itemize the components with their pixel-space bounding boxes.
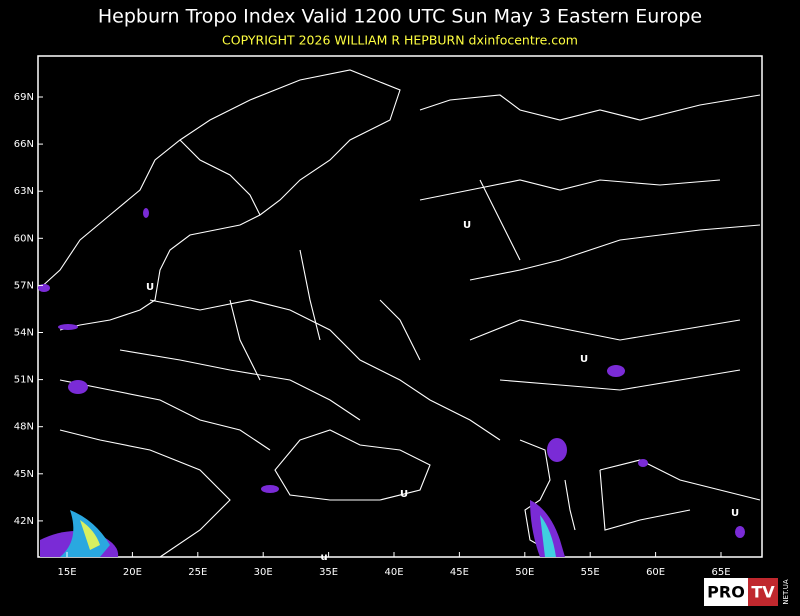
border bbox=[229, 179, 721, 381]
latitude-label: 48N bbox=[14, 422, 34, 433]
longitude-label: 35E bbox=[319, 567, 338, 578]
coastline bbox=[419, 94, 761, 121]
tropo-area bbox=[261, 485, 279, 493]
tropo-area bbox=[58, 324, 78, 330]
longitude-label: 60E bbox=[646, 567, 665, 578]
longitude-label: 20E bbox=[123, 567, 142, 578]
latitude-label: 63N bbox=[14, 186, 34, 197]
title: Hepburn Tropo Index Valid 1200 UTC Sun M… bbox=[98, 6, 702, 28]
latitude-label: 69N bbox=[14, 92, 34, 103]
longitude-label: 55E bbox=[581, 567, 600, 578]
marker: U bbox=[731, 508, 739, 519]
longitude-label: 40E bbox=[384, 567, 403, 578]
longitude-label: 45E bbox=[450, 567, 469, 578]
coastline bbox=[519, 439, 576, 558]
latitude-label: 45N bbox=[14, 469, 34, 480]
logo-pro: PRO bbox=[707, 583, 745, 602]
tropo-area bbox=[38, 284, 50, 292]
tropo-area bbox=[638, 459, 648, 467]
marker: U bbox=[400, 489, 408, 500]
longitude-label: 50E bbox=[515, 567, 534, 578]
longitude-label: 25E bbox=[188, 567, 207, 578]
tropo-area bbox=[735, 526, 745, 538]
marker: u bbox=[320, 552, 327, 563]
border bbox=[469, 224, 761, 531]
coastline bbox=[179, 139, 261, 216]
logo-tv-box bbox=[748, 578, 778, 606]
tropo-area bbox=[607, 365, 625, 377]
latitude-label: 51N bbox=[14, 375, 34, 386]
copyright: COPYRIGHT 2026 WILLIAM R HEPBURN dxinfoc… bbox=[222, 33, 578, 48]
tropo-area bbox=[68, 380, 88, 394]
latitude-label: 54N bbox=[14, 328, 34, 339]
latitude-label: 42N bbox=[14, 516, 34, 527]
longitude-label: 30E bbox=[254, 567, 273, 578]
longitude-label: 65E bbox=[711, 567, 730, 578]
latitude-label: 57N bbox=[14, 280, 34, 291]
marker: U bbox=[580, 354, 588, 365]
longitude-label: 15E bbox=[57, 567, 76, 578]
logo-tv: TV bbox=[751, 583, 775, 602]
coastline bbox=[37, 69, 401, 331]
marker: U bbox=[463, 220, 471, 231]
tropo-area bbox=[547, 438, 567, 462]
border bbox=[59, 299, 501, 558]
map-frame bbox=[37, 55, 763, 558]
latitude-label: 66N bbox=[14, 139, 34, 150]
tropo-area bbox=[540, 515, 556, 557]
tropo-area bbox=[143, 208, 149, 218]
logo-pro-box bbox=[704, 578, 748, 606]
coastline bbox=[274, 429, 431, 501]
latitude-label: 60N bbox=[14, 233, 34, 244]
logo: PRO TV NET.UA bbox=[704, 578, 790, 606]
tropo-index bbox=[38, 208, 745, 557]
tropo-area bbox=[80, 520, 100, 550]
map-lines bbox=[37, 69, 761, 558]
logo-site: NET.UA bbox=[782, 579, 790, 604]
marker: U bbox=[146, 282, 154, 293]
